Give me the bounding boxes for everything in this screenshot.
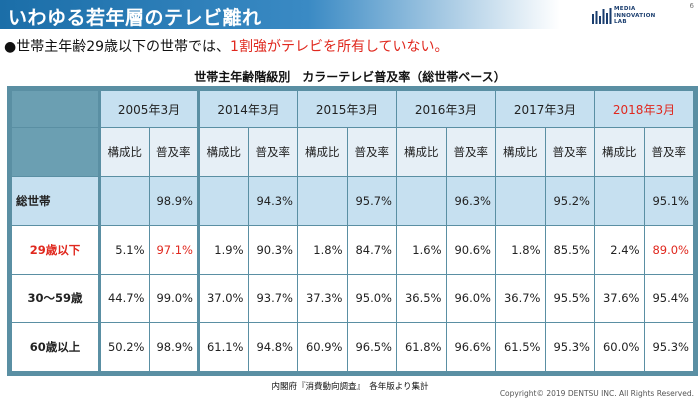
subheader-penetration: 普及率 xyxy=(346,127,397,177)
source-note: 内閣府『消費動向調査』 各年版より集計 xyxy=(271,382,429,392)
cell-composition: 61.5% xyxy=(495,322,546,372)
cell-penetration: 84.7% xyxy=(346,224,397,275)
cell-penetration: 95.0% xyxy=(346,273,397,324)
cell-composition: 37.6% xyxy=(594,273,645,324)
cell-penetration: 95.3% xyxy=(643,322,694,372)
cell-penetration: 95.1% xyxy=(643,176,694,226)
subheader-penetration: 普及率 xyxy=(148,127,199,177)
cell-composition: 61.8% xyxy=(396,322,447,372)
logo-text: MEDIA INNOVATION LAB xyxy=(614,6,656,26)
subheader-composition: 構成比 xyxy=(197,127,249,177)
row-label-total: 総世帯 xyxy=(11,176,100,226)
subheader-composition: 構成比 xyxy=(98,127,150,177)
cell-composition: 2.4% xyxy=(594,224,645,275)
cell-penetration: 90.3% xyxy=(247,224,298,275)
cell-penetration: 95.3% xyxy=(544,322,595,372)
bullet-highlight: 1割強がテレビを所有していない。 xyxy=(230,39,449,55)
cell-penetration: 90.6% xyxy=(445,224,496,275)
cell-penetration: 89.0% xyxy=(643,224,694,275)
cell-penetration: 98.9% xyxy=(148,322,199,372)
bullet-statement: ●世帯主年齢29歳以下の世帯では、1割強がテレビを所有していない。 xyxy=(4,36,449,56)
bullet-text: 世帯主年齢29歳以下の世帯では、 xyxy=(16,39,231,55)
table-row-30-59: 30～59歳 44.7% 99.0% 37.0% 93.7% 37.3% 95.… xyxy=(11,273,694,324)
page-number: 6 xyxy=(689,2,694,10)
year-header-2014: 2014年3月 xyxy=(197,90,298,128)
logo-bars-icon xyxy=(592,8,612,24)
cell-composition: 60.9% xyxy=(297,322,348,372)
subheader-composition: 構成比 xyxy=(495,127,546,177)
cell-composition: 60.0% xyxy=(594,322,645,372)
copyright-notice: Copyright© 2019 DENTSU INC. All Rights R… xyxy=(499,389,694,398)
cell-penetration: 85.5% xyxy=(544,224,595,275)
cell-penetration: 94.8% xyxy=(247,322,298,372)
row-label-under-29: 29歳以下 xyxy=(11,224,100,275)
subheader-penetration: 普及率 xyxy=(643,127,694,177)
table-title: 世帯主年齢階級別 カラーテレビ普及率（総世帯ベース） xyxy=(194,70,506,84)
cell-composition: 44.7% xyxy=(98,273,150,324)
cell-composition xyxy=(197,176,249,226)
cell-composition xyxy=(297,176,348,226)
subheader-composition: 構成比 xyxy=(396,127,447,177)
cell-penetration: 93.7% xyxy=(247,273,298,324)
cell-penetration: 96.6% xyxy=(445,322,496,372)
year-header-2017: 2017年3月 xyxy=(495,90,595,128)
table-row-under-29: 29歳以下 5.1% 97.1% 1.9% 90.3% 1.8% 84.7% 1… xyxy=(11,224,694,275)
logo-line-3: LAB xyxy=(614,19,627,25)
year-header-2015: 2015年3月 xyxy=(297,90,397,128)
title-bar: いわゆる若年層のテレビ離れ MEDIA INNOVATION LAB 6 xyxy=(0,0,700,32)
tv-penetration-table-frame: 2005年3月 2014年3月 2015年3月 2016年3月 2017年3月 … xyxy=(7,86,698,376)
cell-penetration: 99.0% xyxy=(148,273,199,324)
cell-penetration: 95.4% xyxy=(643,273,694,324)
subheader-composition: 構成比 xyxy=(297,127,348,177)
cell-composition: 1.9% xyxy=(197,224,249,275)
cell-penetration: 95.5% xyxy=(544,273,595,324)
media-innovation-lab-logo: MEDIA INNOVATION LAB xyxy=(592,6,656,26)
table-row-over-60: 60歳以上 50.2% 98.9% 61.1% 94.8% 60.9% 96.5… xyxy=(11,322,694,372)
cell-penetration: 94.3% xyxy=(247,176,298,226)
bullet-icon: ● xyxy=(4,39,17,55)
corner-cell xyxy=(11,90,100,128)
cell-composition: 36.5% xyxy=(396,273,447,324)
slide-title: いわゆる若年層のテレビ離れ xyxy=(8,7,262,29)
subheader-row: 構成比 普及率 構成比 普及率 構成比 普及率 構成比 普及率 構成比 普及率 … xyxy=(11,127,694,177)
cell-composition xyxy=(98,176,150,226)
subheader-composition: 構成比 xyxy=(594,127,645,177)
cell-composition: 61.1% xyxy=(197,322,249,372)
cell-composition: 1.8% xyxy=(495,224,546,275)
cell-penetration: 95.7% xyxy=(346,176,397,226)
cell-composition: 50.2% xyxy=(98,322,150,372)
year-header-row: 2005年3月 2014年3月 2015年3月 2016年3月 2017年3月 … xyxy=(11,90,694,128)
year-header-2016: 2016年3月 xyxy=(396,90,496,128)
table-row-total: 総世帯 98.9% 94.3% 95.7% 96.3% 95.2% 95.1% xyxy=(11,176,694,226)
cell-composition xyxy=(396,176,447,226)
cell-composition: 1.8% xyxy=(297,224,348,275)
subheader-penetration: 普及率 xyxy=(544,127,595,177)
cell-composition xyxy=(594,176,645,226)
cell-penetration: 96.0% xyxy=(445,273,496,324)
cell-composition: 37.3% xyxy=(297,273,348,324)
corner-cell xyxy=(11,127,100,177)
row-label-over-60: 60歳以上 xyxy=(11,322,100,372)
row-label-30-59: 30～59歳 xyxy=(11,273,100,324)
subheader-penetration: 普及率 xyxy=(445,127,496,177)
cell-composition: 5.1% xyxy=(98,224,150,275)
cell-penetration: 95.2% xyxy=(544,176,595,226)
cell-penetration: 98.9% xyxy=(148,176,199,226)
cell-composition xyxy=(495,176,546,226)
year-header-2018: 2018年3月 xyxy=(594,90,694,128)
cell-penetration: 97.1% xyxy=(148,224,199,275)
cell-penetration: 96.3% xyxy=(445,176,496,226)
logo-line-2: INNOVATION xyxy=(614,12,656,19)
cell-composition: 37.0% xyxy=(197,273,249,324)
tv-penetration-table: 2005年3月 2014年3月 2015年3月 2016年3月 2017年3月 … xyxy=(11,90,694,372)
year-header-2005: 2005年3月 xyxy=(98,90,199,128)
cell-penetration: 96.5% xyxy=(346,322,397,372)
logo-line-1: MEDIA xyxy=(614,6,636,12)
cell-composition: 36.7% xyxy=(495,273,546,324)
cell-composition: 1.6% xyxy=(396,224,447,275)
subheader-penetration: 普及率 xyxy=(247,127,298,177)
title-background xyxy=(0,0,560,29)
